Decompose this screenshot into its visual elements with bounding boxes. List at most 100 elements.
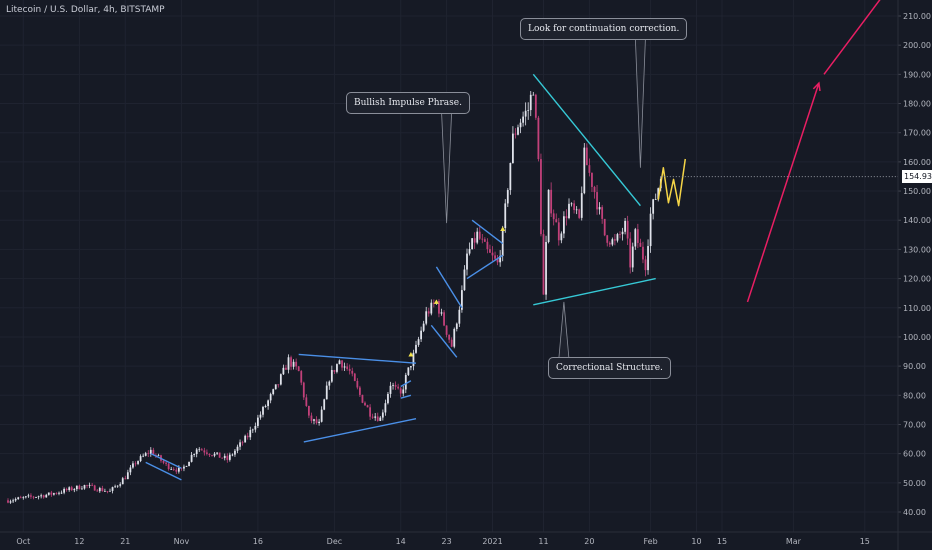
candle-body	[213, 453, 216, 456]
y-tick-label: 60.00	[903, 450, 926, 459]
candle-body	[302, 382, 305, 398]
candle-body	[257, 417, 259, 426]
pattern-trendlines	[145, 73, 656, 481]
signal-marker	[433, 299, 439, 304]
candle-body	[264, 406, 267, 407]
candle-body	[453, 328, 456, 347]
candle-body	[195, 449, 198, 455]
candle-body	[371, 416, 374, 418]
candle-body	[611, 239, 614, 245]
candle-body	[583, 147, 586, 194]
x-tick-label: 23	[442, 537, 452, 546]
candle-body	[563, 216, 565, 234]
candle-body	[425, 311, 428, 324]
candle-body	[461, 290, 463, 310]
candle-body	[389, 385, 392, 394]
y-tick-label: 70.00	[903, 420, 926, 429]
candle-body	[557, 222, 560, 241]
candle-body	[274, 384, 277, 390]
candle-body	[328, 381, 331, 386]
candle-body	[568, 203, 570, 219]
candle-body	[310, 415, 313, 421]
candle-body	[203, 450, 206, 453]
price-projections	[657, 0, 881, 303]
y-tick-label: 130.00	[903, 245, 931, 254]
candle-body	[392, 384, 394, 386]
candle-body	[60, 492, 63, 494]
candle-body	[649, 213, 652, 247]
candle-body	[53, 493, 55, 495]
candle-body	[545, 242, 547, 295]
y-tick-label: 50.00	[903, 479, 926, 488]
candle-body	[129, 467, 132, 473]
annotation-continuation-correction[interactable]: Look for continuation correction.	[520, 18, 688, 40]
candle-body	[394, 384, 397, 387]
candle-body	[106, 491, 109, 492]
x-tick-label: Nov	[174, 537, 190, 546]
candle-body	[519, 122, 522, 128]
projection-arrowhead	[812, 81, 821, 92]
candle-body	[588, 165, 591, 173]
candle-body	[47, 492, 50, 495]
candle-body	[132, 463, 134, 468]
candle-body	[114, 486, 116, 488]
y-tick-label: 160.00	[903, 158, 931, 167]
candle-body	[598, 207, 601, 210]
candle-body	[601, 207, 604, 219]
candle-body	[353, 373, 356, 381]
x-tick-label: 21	[120, 537, 130, 546]
candle-body	[348, 368, 351, 371]
candle-body	[527, 110, 530, 111]
candle-body	[292, 361, 295, 367]
candle-body	[188, 461, 190, 467]
candle-body	[22, 497, 25, 499]
candle-body	[471, 238, 473, 250]
candle-body	[170, 468, 173, 470]
candle-body	[415, 344, 417, 353]
candle-body	[269, 394, 272, 401]
candle-body	[359, 387, 361, 395]
y-tick-label: 40.00	[903, 508, 926, 517]
candle-body	[206, 452, 208, 454]
annotation-bullish-impulse[interactable]: Bullish Impulse Phrase.	[346, 92, 470, 114]
candle-body	[109, 490, 111, 492]
candle-body	[578, 209, 581, 218]
candle-body	[443, 312, 445, 326]
y-tick-label: 80.00	[903, 391, 926, 400]
candle-body	[83, 485, 86, 489]
candle-body	[111, 487, 114, 491]
candle-body	[19, 497, 22, 499]
y-tick-label: 110.00	[903, 304, 931, 313]
candle-body	[244, 435, 247, 443]
signal-marker	[500, 226, 506, 231]
candle-body	[496, 258, 499, 263]
pattern-trendline	[400, 380, 412, 388]
candle-body	[37, 496, 40, 498]
candle-body	[78, 485, 81, 490]
candle-body	[221, 457, 224, 459]
candle-body	[438, 301, 440, 314]
candle-body	[126, 472, 129, 480]
candle-body	[517, 127, 519, 135]
candle-body	[504, 203, 507, 229]
candle-body	[91, 484, 94, 486]
candle-body	[190, 454, 193, 462]
candle-body	[183, 466, 185, 469]
candle-body	[45, 494, 48, 498]
x-tick-label: 2021	[482, 537, 502, 546]
candle-body	[580, 193, 583, 218]
candle-body	[75, 485, 78, 490]
annotation-correctional-structure[interactable]: Correctional Structure.	[548, 357, 671, 379]
candle-body	[300, 371, 303, 383]
candle-body	[185, 466, 188, 467]
candle-body	[285, 367, 287, 370]
last-price-tag: 154.93	[902, 170, 932, 184]
candle-body	[157, 455, 160, 457]
candle-body	[591, 172, 593, 187]
candle-body	[315, 419, 318, 424]
candle-body	[468, 249, 471, 254]
candle-body	[522, 116, 524, 123]
candle-body	[121, 478, 124, 485]
candle-body	[336, 364, 338, 372]
